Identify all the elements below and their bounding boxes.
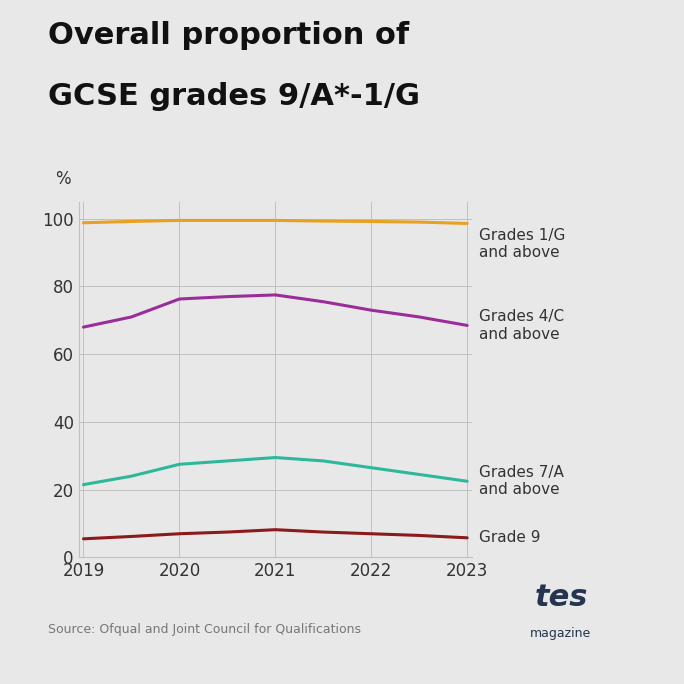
Text: Grades 4/C
and above: Grades 4/C and above [479,309,564,341]
Text: Overall proportion of: Overall proportion of [48,21,409,49]
Text: tes: tes [534,583,588,612]
Text: Grades 1/G
and above: Grades 1/G and above [479,228,565,260]
Text: %: % [55,170,70,187]
Text: Grades 7/A
and above: Grades 7/A and above [479,465,564,497]
Text: magazine: magazine [530,627,592,640]
Text: Source: Ofqual and Joint Council for Qualifications: Source: Ofqual and Joint Council for Qua… [48,623,361,636]
Text: GCSE grades 9/A*-1/G: GCSE grades 9/A*-1/G [48,82,420,111]
Text: Grade 9: Grade 9 [479,530,540,545]
